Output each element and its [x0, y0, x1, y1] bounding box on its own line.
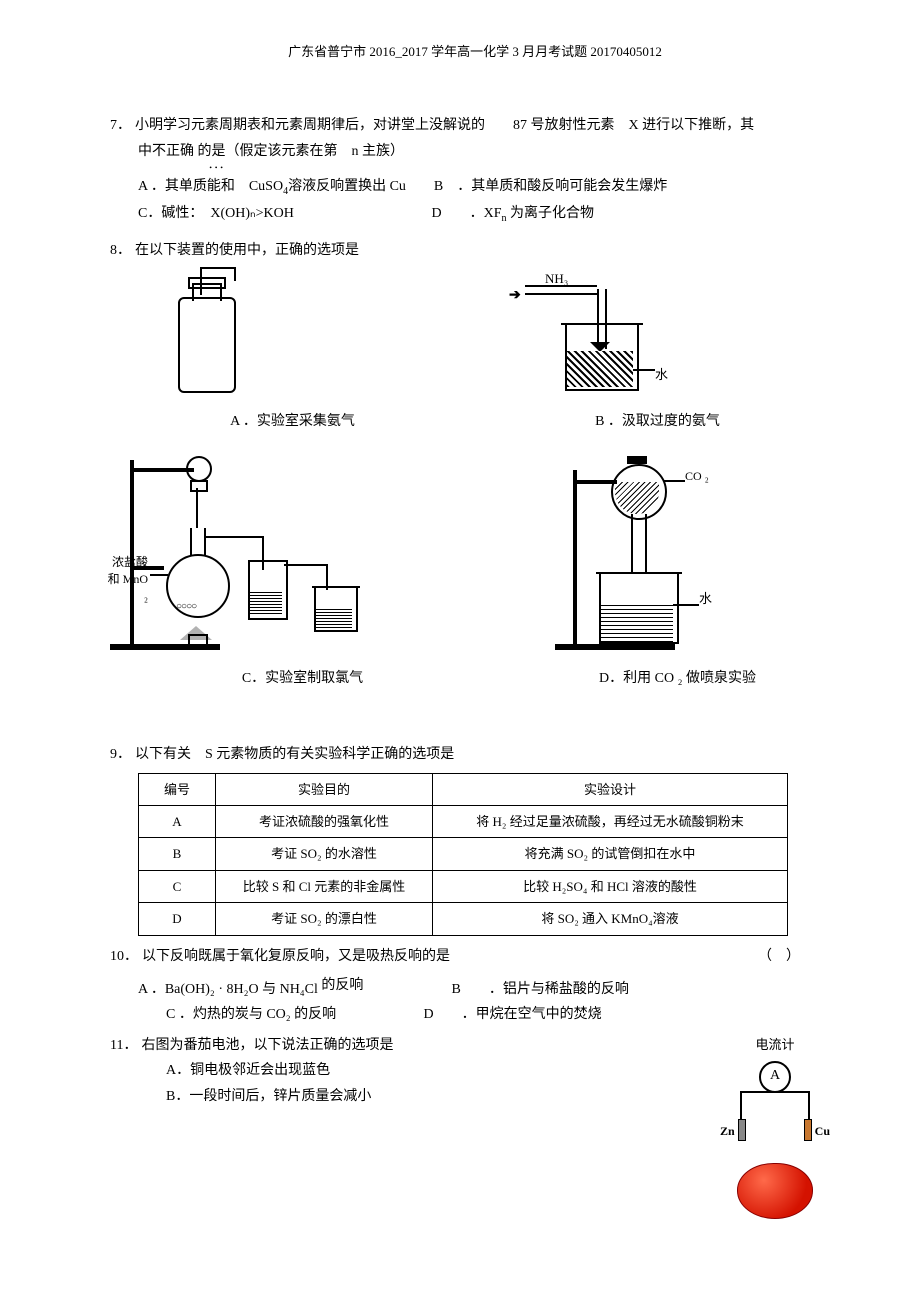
col-purpose: 实验目的 [216, 773, 433, 805]
q9-table: 编号 实验目的 实验设计 A考证浓硫酸的强氧化性将 H₂ 经过足量浓硫酸，再经过… [138, 773, 788, 936]
ammeter-label: 电流计 [720, 1033, 830, 1056]
table-row: D考证 SO₂ 的漂白性将 SO₂ 通入 KMnO₄溶液 [139, 903, 788, 935]
q7-stem-part2: 中不正确 的是（假定该元素在第 [138, 144, 338, 159]
acid-label: 浓盐酸 [112, 555, 148, 569]
q7-stem-part1: 小明学习元素周期表和元素周期律后，对讲堂上没解说的 [135, 118, 485, 133]
q7-option-d: D ．XFn 为离子化合物 [432, 206, 595, 221]
table-row: C比较 S 和 Cl 元素的非金属性比较 H₂SO₄ 和 HCl 溶液的酸性 [139, 870, 788, 902]
table-header-row: 编号 实验目的 实验设计 [139, 773, 788, 805]
ammeter-icon: A [759, 1061, 791, 1093]
q8-number: 8． [110, 243, 131, 258]
q7-option-c: C．碱性： X(OH)ₙ>KOH [138, 201, 428, 226]
co2-label: CO ₂ [685, 466, 709, 488]
q7-n-group: n 主族） [352, 144, 405, 159]
q8-caption-a: A ．实验室采集氨气 [110, 409, 475, 434]
q7-option-b: B ．其单质和酸反响可能会发生爆炸 [434, 179, 667, 194]
question-10: 10． 以下反响既属于氧化复原反响，又是吸热反响的是 （ ） A ．Ba(OH)₂… [110, 944, 840, 1028]
q10-option-d: D ．甲烷在空气中的焚烧 [424, 1007, 602, 1022]
apparatus-b-diagram: NH₃ ➔ 水 [505, 273, 685, 393]
q7-option-a: A ．其单质能和 CuSO4溶液反响置换出 Cu [138, 179, 406, 194]
q8-caption-d: D．利用 CO ₂ 做喷泉实验 [515, 666, 840, 691]
q8-stem: 在以下装置的使用中，正确的选项是 [135, 243, 359, 258]
table-row: B考证 SO₂ 的水溶性将充满 SO₂ 的试管倒扣在水中 [139, 838, 788, 870]
col-design: 实验设计 [433, 773, 788, 805]
q9-stem: 以下有关 S 元素物质的有关实验科学正确的选项是 [135, 747, 454, 762]
apparatus-c-diagram: ○○○○ 浓盐酸和 MnO ₂ [110, 450, 390, 650]
q7-number: 7． [110, 118, 131, 133]
question-7: 7． 小明学习元素周期表和元素周期律后，对讲堂上没解说的 87 号放射性元素 X … [110, 113, 840, 228]
water-label-b: 水 [655, 363, 668, 386]
q8-caption-b: B ．汲取过度的氨气 [475, 409, 840, 434]
mno2-label: 和 MnO ₂ [108, 572, 148, 603]
q11-number: 11． [110, 1038, 137, 1053]
q10-option-a: A ．Ba(OH)₂ · 8H₂O 与 NH₄Cl 的反响 [138, 977, 448, 1002]
q10-number: 10． [110, 949, 138, 964]
water-label-d: 水 [699, 587, 712, 610]
q10-option-b: B ．铝片与稀盐酸的反响 [452, 982, 629, 997]
tomato-battery-diagram: 电流计 A Zn Cu [720, 1033, 830, 1173]
apparatus-d-diagram: CO ₂ 水 [555, 450, 745, 650]
question-8: 8． 在以下装置的使用中，正确的选项是 NH₃ ➔ 水 A ．实验室采集氨气 B … [110, 238, 840, 692]
question-9: 9． 以下有关 S 元素物质的有关实验科学正确的选项是 编号 实验目的 实验设计 … [110, 742, 840, 936]
cu-electrode-label: Cu [815, 1121, 830, 1143]
answer-paren: （ ） [758, 944, 800, 969]
col-id: 编号 [139, 773, 216, 805]
q7-element-87: 87 号放射性元素 [513, 118, 615, 133]
table-row: A考证浓硫酸的强氧化性将 H₂ 经过足量浓硫酸，再经过无水硫酸铜粉末 [139, 806, 788, 838]
q11-stem: 右图为番茄电池，以下说法正确的选项是 [141, 1038, 393, 1053]
q7-stem-x: X 进行以下推断，其 [629, 118, 755, 133]
q10-option-c: C ．灼热的炭与 CO₂ 的反响 [166, 1002, 420, 1027]
q8-caption-c: C．实验室制取氯气 [130, 666, 475, 691]
page-header: 广东省普宁市 2016_2017 学年高一化学 3 月月考试题 20170405… [110, 40, 840, 63]
tomato-icon [737, 1163, 813, 1219]
apparatus-a-diagram [170, 273, 240, 393]
q10-stem: 以下反响既属于氧化复原反响，又是吸热反响的是 [142, 949, 450, 964]
question-11: 电流计 A Zn Cu 11．右图为番茄电池，以下说法正确的选项是 A．铜电极邻… [110, 1033, 840, 1109]
zn-electrode-label: Zn [720, 1121, 735, 1143]
q9-number: 9． [110, 747, 131, 762]
